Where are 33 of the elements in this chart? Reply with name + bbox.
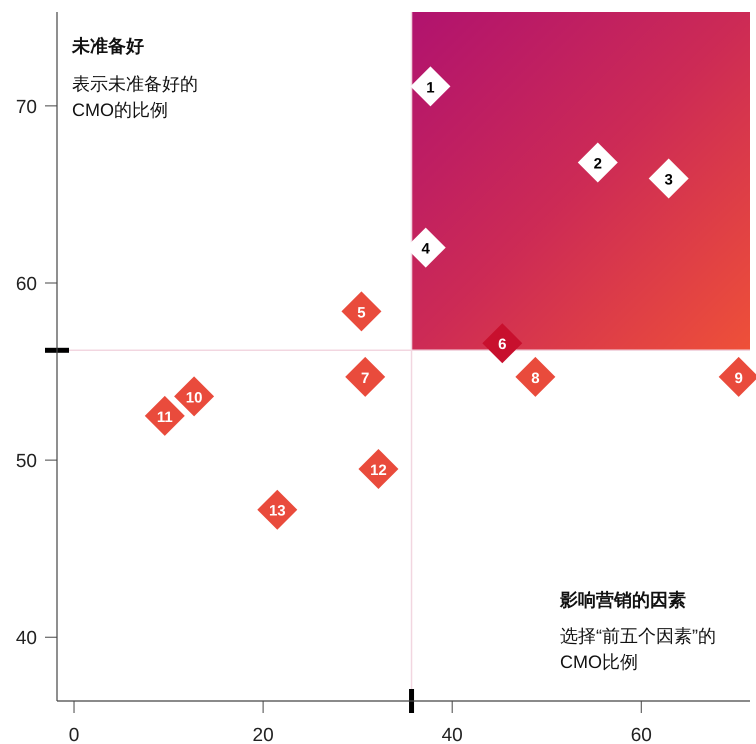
annotation: 13 <box>268 502 286 520</box>
annotation: 9 <box>734 370 743 387</box>
annotation: 选择“前五个因素”的CMO比例 <box>560 626 716 672</box>
y-tick-label: 70 <box>16 96 37 118</box>
annotation: 2 <box>594 156 602 173</box>
annotation: 11 <box>156 408 173 426</box>
x-tick-label: 20 <box>252 725 274 744</box>
annotation: 7 <box>361 370 370 387</box>
annotation: 表示未准备好的CMO的比例 <box>72 74 198 120</box>
point <box>648 158 689 198</box>
x-tick-label: 0 <box>68 725 80 744</box>
annotation: 10 <box>186 389 202 406</box>
annotation: 4 <box>422 240 431 258</box>
x-axis-title: 影响营销的因素 <box>559 590 686 610</box>
point <box>341 291 382 332</box>
annotation: 12 <box>370 462 387 479</box>
y-axis-title: 未准备好 <box>71 36 144 56</box>
y-tick-label: 50 <box>16 451 37 472</box>
annotation: 6 <box>498 336 506 354</box>
point <box>515 356 556 397</box>
annotation: 5 <box>357 304 366 322</box>
point <box>144 396 185 436</box>
point <box>410 66 450 106</box>
annotation: 3 <box>664 171 673 188</box>
point <box>345 356 386 397</box>
x-tick-label: 40 <box>442 725 463 744</box>
point <box>578 142 618 183</box>
y-tick-label: 40 <box>16 628 37 650</box>
annotation: 8 <box>531 370 540 387</box>
annotation: 1 <box>426 79 435 96</box>
y-tick-label: 60 <box>16 274 37 295</box>
x-tick-label: 60 <box>630 725 652 744</box>
point <box>482 323 522 364</box>
